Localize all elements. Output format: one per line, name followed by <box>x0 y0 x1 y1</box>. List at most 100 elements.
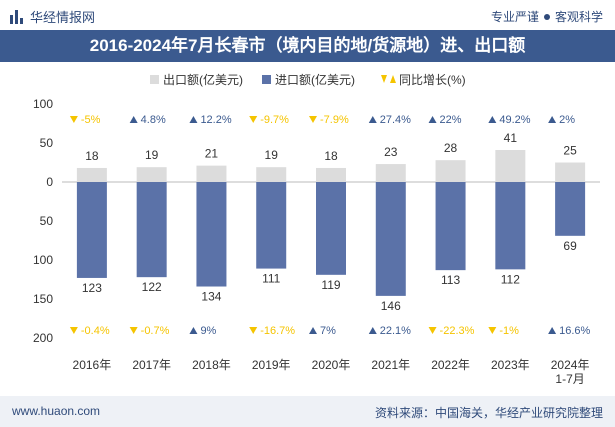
x-tick-label: 2020年 <box>312 358 351 372</box>
tagline-left: 专业严谨 <box>490 10 539 24</box>
chart-title: 2016-2024年7月长春市（境内目的地/货源地）进、出口额 <box>0 30 615 62</box>
import-bar <box>375 182 406 296</box>
import-bar <box>495 182 526 270</box>
export-bar <box>136 167 167 182</box>
export-value-label: 18 <box>85 149 99 163</box>
import-value-label: 119 <box>321 278 340 292</box>
export-growth-triangle <box>368 116 377 123</box>
import-bar <box>76 182 107 278</box>
import-growth-triangle <box>189 327 198 334</box>
y-tick-label: 150 <box>33 292 53 306</box>
export-growth-label: -5% <box>81 114 101 126</box>
export-growth-triangle <box>69 116 78 123</box>
import-growth-triangle <box>548 327 557 334</box>
export-growth-triangle <box>488 116 497 123</box>
export-value-label: 23 <box>384 145 398 159</box>
import-bar <box>316 182 346 275</box>
import-value-label: 134 <box>201 290 221 304</box>
brand: 华经情报网 <box>10 7 95 26</box>
legend-down-triangle <box>381 75 387 83</box>
export-bar <box>495 150 526 182</box>
import-bar <box>555 182 586 236</box>
import-growth-triangle <box>428 327 437 334</box>
import-growth-triangle <box>69 327 78 334</box>
export-growth-label: 2% <box>559 114 575 126</box>
import-value-label: 112 <box>501 272 520 286</box>
x-tick-label: 1-7月 <box>555 372 584 386</box>
import-bar <box>256 182 287 269</box>
chart: 出口额(亿美元) 进口额(亿美元) 同比增长(%) 100 50 0 50 100 150 200… <box>33 72 600 386</box>
export-growth-label: 27.4% <box>380 114 411 126</box>
import-bar <box>435 182 466 271</box>
import-growth-triangle <box>129 327 138 334</box>
import-value-label: 122 <box>142 280 162 294</box>
x-tick-label: 2024年 <box>551 358 590 372</box>
export-growth-triangle <box>428 116 437 123</box>
y-tick-label: 50 <box>40 136 54 150</box>
export-growth-triangle <box>249 116 258 123</box>
export-growth-label: 49.2% <box>499 114 530 126</box>
x-tick-label: 2021年 <box>371 358 410 372</box>
export-growth-triangle <box>309 116 317 123</box>
import-growth-label: -1% <box>499 325 519 337</box>
export-growth-label: 12.2% <box>200 114 231 126</box>
y-tick-label: 200 <box>33 331 53 345</box>
dot-icon <box>543 14 550 20</box>
export-value-label: 19 <box>265 148 279 162</box>
import-value-label: 69 <box>563 239 577 253</box>
export-growth-label: 22% <box>440 114 462 126</box>
export-value-label: 18 <box>324 149 338 163</box>
export-bar <box>76 167 107 182</box>
legend-growth-label: 同比增长(%) <box>399 73 466 87</box>
x-tick-label: 2016年 <box>73 358 112 372</box>
export-growth-triangle <box>129 116 138 123</box>
export-growth-label: -7.9% <box>320 114 349 126</box>
y-tick-label: 0 <box>46 175 53 189</box>
import-bar <box>196 182 227 287</box>
tagline-right: 客观科学 <box>554 10 603 24</box>
x-tick-label: 2022年 <box>431 358 470 372</box>
y-tick-label: 50 <box>40 214 54 228</box>
import-value-label: 113 <box>441 273 460 287</box>
export-value-label: 41 <box>504 131 518 145</box>
export-bar <box>196 165 227 182</box>
bar-chart-icon <box>10 9 24 24</box>
export-bar <box>375 164 406 182</box>
import-growth-triangle <box>309 327 317 334</box>
import-growth-label: -16.7% <box>260 325 295 337</box>
export-bar <box>316 167 346 182</box>
legend-up-triangle <box>390 75 396 83</box>
import-growth-triangle <box>368 327 377 334</box>
export-growth-triangle <box>548 116 557 123</box>
legend-import-label: 进口额(亿美元) <box>275 72 355 87</box>
x-tick-label: 2019年 <box>252 358 291 372</box>
import-growth-triangle <box>488 327 497 334</box>
export-growth-triangle <box>189 116 198 123</box>
tagline: 专业严谨 客观科学 <box>491 8 603 25</box>
x-tick-label: 2018年 <box>192 358 231 372</box>
x-tick-label: 2017年 <box>132 358 171 372</box>
export-value-label: 28 <box>444 141 458 155</box>
legend-export-swatch <box>150 75 159 84</box>
export-growth-label: -9.7% <box>260 114 289 126</box>
top-bar: 华经情报网 专业严谨 客观科学 <box>0 0 615 30</box>
export-value-label: 21 <box>205 147 219 161</box>
import-value-label: 123 <box>82 281 102 295</box>
footer: www.huaon.com 资料来源：中国海关，华经产业研究院整理 <box>0 396 615 427</box>
import-growth-triangle <box>249 327 258 334</box>
export-value-label: 19 <box>145 148 159 162</box>
import-growth-label: -22.3% <box>440 325 475 337</box>
import-growth-label: 7% <box>320 325 336 337</box>
y-tick-label: 100 <box>33 97 53 111</box>
x-tick-label: 2023年 <box>491 358 530 372</box>
import-growth-label: 22.1% <box>380 325 411 337</box>
import-growth-label: 9% <box>200 325 216 337</box>
export-value-label: 25 <box>563 144 577 158</box>
footer-url[interactable]: www.huaon.com <box>12 404 101 418</box>
export-bar <box>555 162 586 182</box>
legend-export-label: 出口额(亿美元) <box>163 72 243 87</box>
import-growth-label: -0.4% <box>81 325 110 337</box>
brand-name: 华经情报网 <box>30 10 96 25</box>
footer-source: 资料来源：中国海关，华经产业研究院整理 <box>374 406 603 420</box>
